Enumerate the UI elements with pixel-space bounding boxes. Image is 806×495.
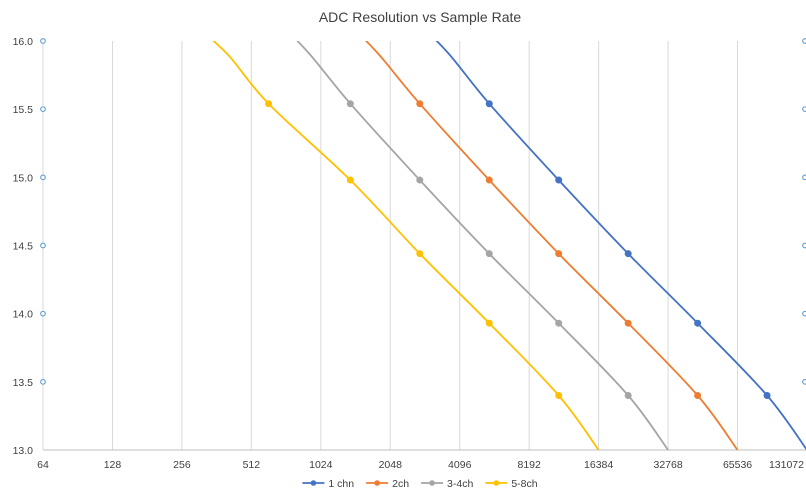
data-point [265, 100, 273, 108]
series-line-1 [365, 41, 739, 450]
x-tick-label: 32768 [653, 459, 682, 471]
y-tick-marker-right [802, 242, 806, 249]
legend-item: 3-4ch [421, 478, 473, 490]
legend-label: 5-8ch [511, 478, 537, 490]
data-point [555, 176, 563, 184]
y-tick-marker-right [802, 378, 806, 385]
y-tick-marker [40, 310, 46, 317]
y-tick-labels: 13.0 13.5 14.0 14.5 15.0 15.5 16.0 [13, 36, 806, 457]
y-tick-marker [40, 378, 46, 385]
data-point [555, 319, 563, 327]
series-line-2 [296, 41, 669, 450]
x-tick-label: 128 [104, 459, 122, 471]
x-tick-label: 65536 [723, 459, 752, 471]
data-point [624, 319, 632, 327]
x-tick-label: 131072 [769, 459, 804, 471]
y-tick-marker-right [802, 310, 806, 317]
y-tick-marker [40, 38, 46, 44]
data-point [485, 250, 493, 258]
legend-item: 1 chn [302, 478, 354, 490]
data-point [416, 176, 424, 184]
data-point [485, 176, 493, 184]
data-point [555, 250, 563, 258]
x-tick-label: 8192 [518, 459, 542, 471]
y-tick-marker [40, 174, 46, 181]
data-point [624, 250, 632, 258]
y-tick-label: 15.5 [13, 104, 34, 116]
y-tick-label: 14.0 [13, 309, 34, 321]
legend-marker [310, 480, 317, 486]
series-lines [212, 41, 806, 450]
y-tick-marker [40, 242, 46, 249]
data-point [346, 176, 354, 184]
chart-title: ADC Resolution vs Sample Rate [319, 9, 522, 25]
data-point [694, 391, 702, 399]
y-tick-label: 13.0 [13, 445, 34, 457]
data-point [416, 100, 424, 108]
x-tick-label: 64 [37, 459, 49, 471]
data-point [485, 319, 493, 327]
x-tick-label: 2048 [379, 459, 403, 471]
y-tick-label: 15.0 [13, 172, 34, 184]
legend-marker [374, 480, 380, 486]
legend-item: 5-8ch [485, 478, 538, 490]
x-tick-label: 256 [173, 459, 191, 471]
legend-label: 2ch [392, 478, 409, 490]
y-tick-label: 16.0 [13, 36, 34, 48]
x-tick-label: 512 [243, 459, 261, 471]
data-point [763, 391, 771, 399]
x-tick-labels: 64 128 256 512 1024 2048 4096 8192 16384 32768 655… [37, 459, 804, 471]
y-tick-label: 14.5 [13, 241, 34, 253]
y-tick-label: 13.5 [13, 377, 34, 389]
data-point [624, 391, 632, 399]
legend-label: 3-4ch [447, 478, 473, 490]
grid-lines [111, 41, 739, 450]
x-tick-label: 4096 [448, 459, 472, 471]
series-line-3 [212, 41, 600, 450]
legend-marker [493, 480, 500, 486]
series-markers [265, 100, 771, 399]
legend-label: 1 chn [328, 478, 354, 490]
legend-item: 2ch [366, 478, 409, 490]
series-line-0 [435, 41, 806, 450]
data-point [555, 391, 563, 399]
legend-marker [429, 480, 435, 486]
legend: 1 chn 2ch 3-4ch 5-8ch [302, 478, 538, 490]
y-tick-marker-right [802, 38, 806, 44]
x-tick-label: 16384 [584, 459, 613, 471]
y-tick-marker [40, 106, 46, 113]
data-point [485, 100, 493, 108]
data-point [346, 100, 354, 108]
x-tick-label: 1024 [309, 459, 333, 471]
data-point [416, 250, 424, 258]
y-tick-marker-right [802, 106, 806, 113]
data-point [694, 319, 702, 327]
y-tick-marker-right [802, 174, 806, 181]
